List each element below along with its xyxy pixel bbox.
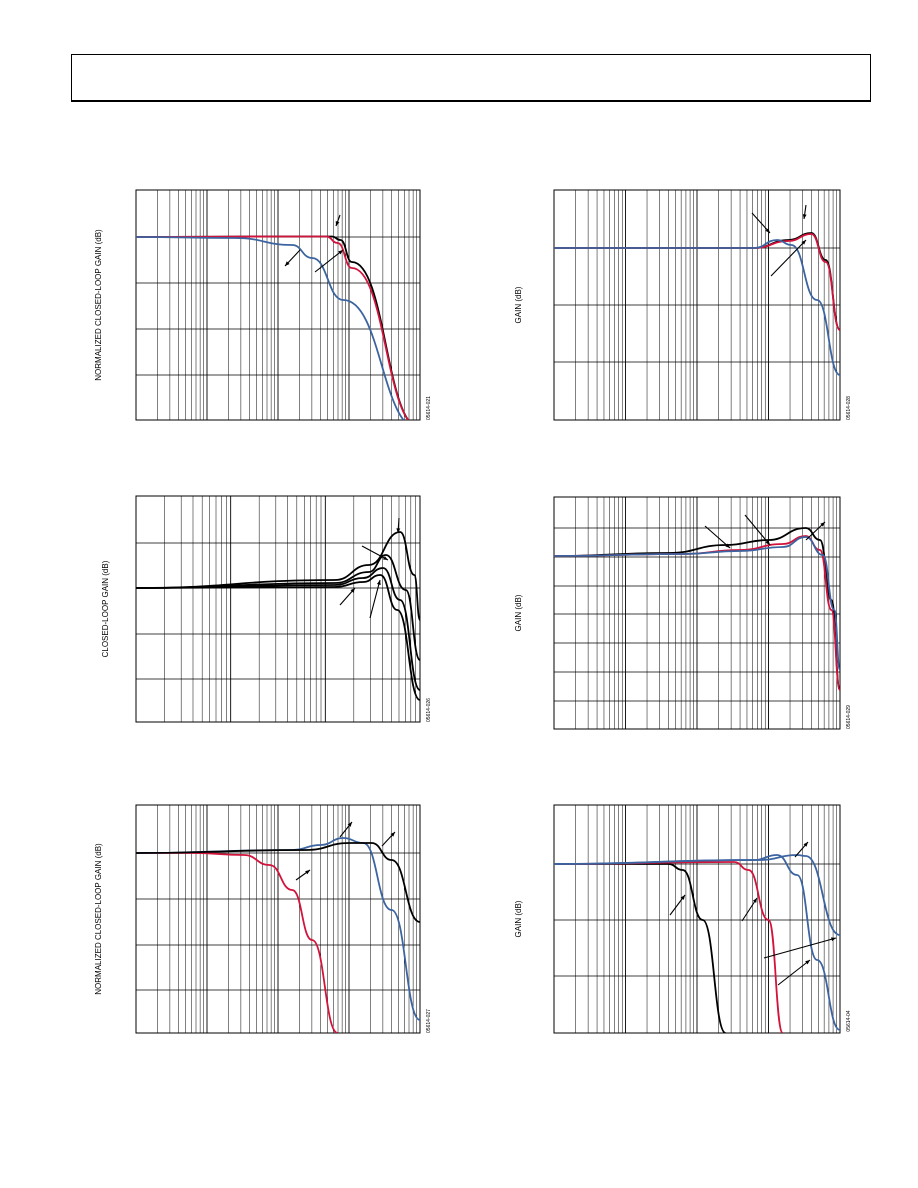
chart-panel-3: CLOSED-LOOP GAIN (dB) 05614-026 (101, 495, 432, 723)
arrow-head (383, 556, 388, 560)
y-axis-label: GAIN (dB) (514, 594, 523, 631)
chart-panel-4: GAIN (dB) 05614-029 (514, 496, 852, 730)
arrow-head (350, 588, 355, 593)
arrow-head (802, 214, 807, 219)
annotation-arrow (744, 514, 771, 546)
arrow-head (801, 240, 806, 245)
y-axis-label: NORMALIZED CLOSED-LOOP GAIN (dB) (94, 229, 103, 381)
annotation-arrow (704, 525, 731, 549)
series-line-3 (136, 842, 420, 923)
arrow-head (680, 895, 685, 900)
y-axis-label: CLOSED-LOOP GAIN (dB) (101, 560, 110, 657)
arrow-head (335, 221, 340, 226)
y-axis-label: GAIN (dB) (514, 286, 523, 323)
page-header-box (71, 54, 871, 102)
y-axis-label: NORMALIZED CLOSED-LOOP GAIN (dB) (94, 843, 103, 995)
series-line-4 (554, 854, 840, 936)
chart-panel-6: GAIN (dB) 05614-04 (514, 804, 852, 1034)
arrow-head (803, 842, 808, 847)
y-axis-label: GAIN (dB) (514, 900, 523, 937)
arrow-head (820, 522, 825, 527)
plot-frame (135, 495, 421, 723)
series-line-3 (136, 567, 420, 691)
series-line-3 (554, 536, 840, 671)
plot-frame (135, 804, 421, 1034)
arrow-head (752, 898, 757, 903)
series-line-3 (136, 236, 405, 420)
annotation-arrow (777, 959, 811, 986)
series-line-2 (136, 235, 410, 420)
arrow-head (805, 960, 810, 965)
series-line-1 (136, 852, 339, 1033)
arrow-head (347, 822, 352, 827)
arrow-head (765, 540, 770, 545)
arrow-head (396, 528, 401, 533)
chart-panel-1: NORMALIZED CLOSED-LOOP GAIN (dB) 05614-02… (94, 189, 432, 421)
annotation-arrow (369, 579, 381, 619)
arrow-head (376, 580, 381, 585)
series-line-2 (136, 554, 420, 661)
plot-frame (553, 804, 841, 1034)
arrow-head (765, 228, 770, 233)
chart-panel-2: GAIN (dB) 05614-028 (514, 189, 852, 421)
figure-id: 05614-029 (846, 705, 852, 729)
figure-id: 05614-027 (426, 1009, 432, 1033)
arrow-head (285, 261, 290, 266)
figure-id: 05614-04 (846, 1010, 852, 1031)
plot-frame (135, 189, 421, 421)
series-line-1 (136, 531, 420, 621)
figure-id: 05614-021 (426, 396, 432, 420)
figure-id: 05614-028 (846, 396, 852, 420)
series-line-1 (554, 863, 727, 1033)
arrow-head (390, 832, 395, 837)
annotation-arrow (770, 239, 807, 277)
arrow-head (725, 543, 730, 548)
annotation-arrow (314, 249, 344, 273)
plot-frame (553, 496, 841, 730)
series-line-3 (554, 239, 840, 376)
annotation-arrow (361, 545, 389, 561)
series-line-4 (136, 574, 420, 701)
arrow-head (831, 937, 836, 942)
figure-id: 05614-026 (426, 698, 432, 722)
plot-frame (553, 189, 841, 421)
arrow-head (305, 870, 310, 875)
annotation-arrow (763, 937, 837, 959)
chart-panel-5: NORMALIZED CLOSED-LOOP GAIN (dB) 05614-02… (94, 804, 432, 1034)
arrow-head (338, 250, 343, 255)
